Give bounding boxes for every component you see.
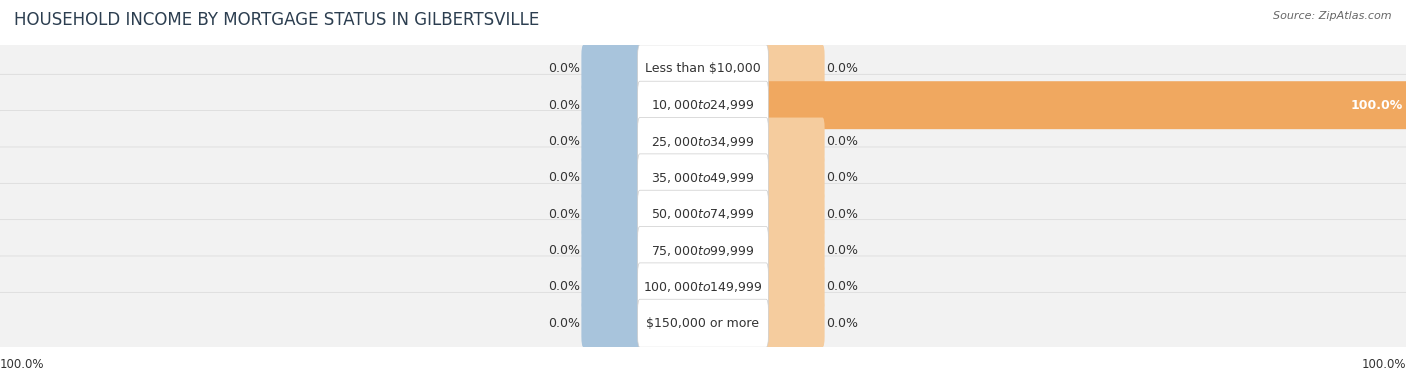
Text: 0.0%: 0.0% bbox=[827, 244, 858, 257]
Text: $25,000 to $34,999: $25,000 to $34,999 bbox=[651, 135, 755, 149]
FancyBboxPatch shape bbox=[638, 154, 768, 202]
FancyBboxPatch shape bbox=[638, 299, 768, 347]
FancyBboxPatch shape bbox=[765, 263, 824, 311]
Text: 0.0%: 0.0% bbox=[827, 280, 858, 293]
FancyBboxPatch shape bbox=[0, 147, 1406, 209]
FancyBboxPatch shape bbox=[0, 256, 1406, 318]
FancyBboxPatch shape bbox=[638, 81, 768, 129]
Text: 0.0%: 0.0% bbox=[827, 135, 858, 148]
FancyBboxPatch shape bbox=[765, 45, 824, 93]
Text: $10,000 to $24,999: $10,000 to $24,999 bbox=[651, 98, 755, 112]
FancyBboxPatch shape bbox=[765, 154, 824, 202]
FancyBboxPatch shape bbox=[582, 299, 641, 347]
Text: 0.0%: 0.0% bbox=[548, 244, 581, 257]
Text: Source: ZipAtlas.com: Source: ZipAtlas.com bbox=[1274, 11, 1392, 21]
FancyBboxPatch shape bbox=[638, 263, 768, 311]
FancyBboxPatch shape bbox=[638, 227, 768, 274]
FancyBboxPatch shape bbox=[765, 190, 824, 238]
Text: 0.0%: 0.0% bbox=[548, 208, 581, 221]
Text: 100.0%: 100.0% bbox=[1361, 358, 1406, 371]
Text: $150,000 or more: $150,000 or more bbox=[647, 317, 759, 330]
Text: Less than $10,000: Less than $10,000 bbox=[645, 62, 761, 75]
Text: 0.0%: 0.0% bbox=[827, 208, 858, 221]
FancyBboxPatch shape bbox=[765, 81, 1406, 129]
FancyBboxPatch shape bbox=[582, 81, 641, 129]
Text: 0.0%: 0.0% bbox=[548, 99, 581, 112]
FancyBboxPatch shape bbox=[582, 118, 641, 166]
FancyBboxPatch shape bbox=[638, 190, 768, 238]
Text: 100.0%: 100.0% bbox=[1350, 99, 1403, 112]
FancyBboxPatch shape bbox=[638, 118, 768, 166]
FancyBboxPatch shape bbox=[582, 227, 641, 274]
FancyBboxPatch shape bbox=[765, 227, 824, 274]
Text: 0.0%: 0.0% bbox=[548, 62, 581, 75]
Text: 0.0%: 0.0% bbox=[548, 317, 581, 330]
FancyBboxPatch shape bbox=[0, 183, 1406, 245]
FancyBboxPatch shape bbox=[582, 154, 641, 202]
FancyBboxPatch shape bbox=[765, 299, 824, 347]
Text: 0.0%: 0.0% bbox=[548, 280, 581, 293]
Text: 0.0%: 0.0% bbox=[548, 172, 581, 184]
Text: 100.0%: 100.0% bbox=[0, 358, 45, 371]
FancyBboxPatch shape bbox=[0, 38, 1406, 100]
Text: $35,000 to $49,999: $35,000 to $49,999 bbox=[651, 171, 755, 185]
Text: 0.0%: 0.0% bbox=[548, 135, 581, 148]
Text: 0.0%: 0.0% bbox=[827, 317, 858, 330]
FancyBboxPatch shape bbox=[0, 220, 1406, 282]
FancyBboxPatch shape bbox=[638, 45, 768, 93]
Text: $100,000 to $149,999: $100,000 to $149,999 bbox=[644, 280, 762, 294]
Text: 0.0%: 0.0% bbox=[827, 172, 858, 184]
Text: $50,000 to $74,999: $50,000 to $74,999 bbox=[651, 207, 755, 221]
Text: $75,000 to $99,999: $75,000 to $99,999 bbox=[651, 244, 755, 257]
Text: 0.0%: 0.0% bbox=[827, 62, 858, 75]
FancyBboxPatch shape bbox=[765, 118, 824, 166]
FancyBboxPatch shape bbox=[0, 110, 1406, 172]
FancyBboxPatch shape bbox=[582, 263, 641, 311]
FancyBboxPatch shape bbox=[0, 292, 1406, 354]
FancyBboxPatch shape bbox=[582, 45, 641, 93]
Text: HOUSEHOLD INCOME BY MORTGAGE STATUS IN GILBERTSVILLE: HOUSEHOLD INCOME BY MORTGAGE STATUS IN G… bbox=[14, 11, 540, 29]
FancyBboxPatch shape bbox=[582, 190, 641, 238]
FancyBboxPatch shape bbox=[0, 74, 1406, 136]
